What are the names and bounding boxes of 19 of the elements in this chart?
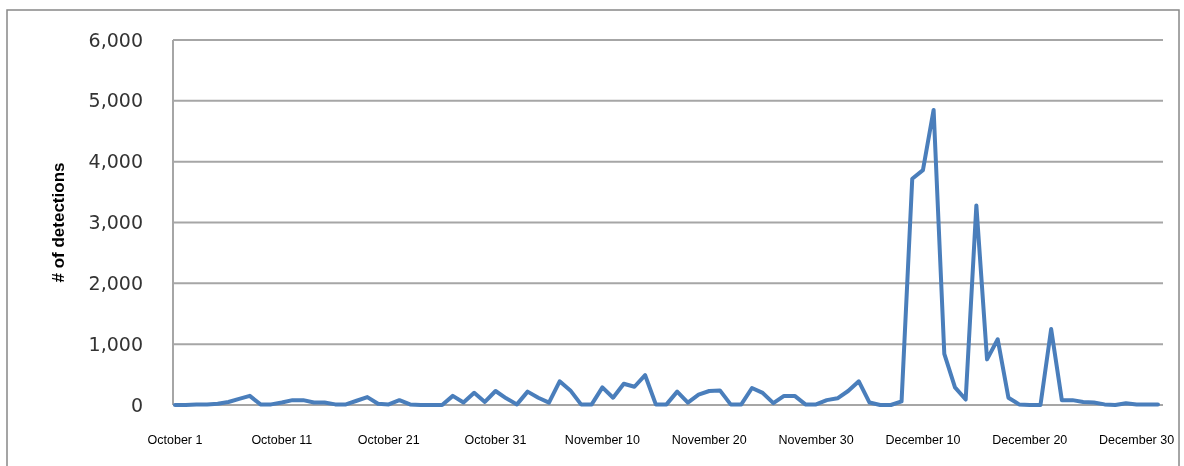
x-tick-label: October 1 [147,433,203,447]
x-tick-label: October 21 [357,433,420,447]
x-tick-label: November 20 [671,433,747,447]
y-tick-label: 5,000 [88,89,143,112]
x-tick-label: October 11 [251,433,313,447]
x-tick-label: November 10 [564,433,640,447]
y-axis-title: # of detections [49,162,68,283]
y-tick-label: 6,000 [88,28,143,51]
y-tick-label: 1,000 [88,332,143,355]
line-series [173,107,1160,407]
x-tick-label: December 20 [992,433,1068,447]
y-tick-label: 2,000 [88,271,143,294]
y-tick-label: 0 [130,393,143,416]
y-tick-label: 4,000 [88,150,143,173]
x-tick-label: December 10 [885,433,961,447]
x-tick-label: October 31 [464,433,527,447]
x-tick-label: December 30 [1099,433,1175,447]
y-tick-label: 3,000 [88,211,143,234]
x-tick-label: November 30 [778,433,854,447]
